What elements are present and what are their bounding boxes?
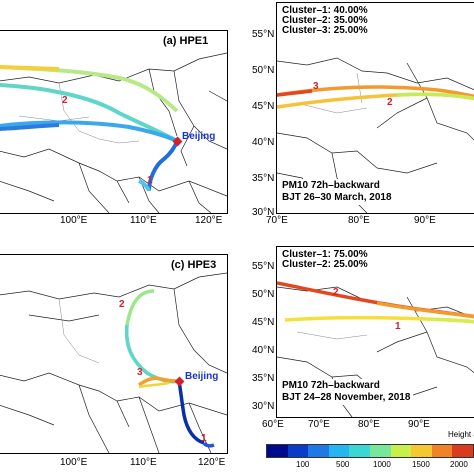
panel-b-ytick: 40°N (252, 137, 275, 148)
panel-b-map: Cluster–1: 40.00% Cluster–2: 35.00% Clus… (276, 2, 474, 214)
panel-b-cluster-2-label: 2 (387, 97, 393, 108)
panel-d-xtick: 90°E (408, 419, 430, 430)
colorbar-swatch (308, 445, 329, 457)
panel-c-map: (c) HPE3 2 3 1 Beijing (0, 254, 228, 454)
panel-b-cluster-legend: Cluster–1: 40.00% Cluster–2: 35.00% Clus… (279, 5, 371, 37)
panel-d-ytick: 45°N (252, 317, 275, 328)
panel-a-xtick: 110°E (130, 215, 157, 226)
panel-d-cluster-legend: Cluster–1: 75.00% Cluster–2: 25.00% (279, 249, 371, 271)
colorbar-swatch (328, 445, 350, 457)
panel-a-xtick: 120°E (195, 215, 223, 226)
colorbar-swatch (431, 445, 453, 457)
colorbar-swatch (452, 445, 473, 457)
panel-b-cluster-3-label: 3 (313, 81, 319, 92)
panel-d-cluster-2-label: 2 (333, 287, 339, 298)
panel-b-footnote-line2: BJT 26–30 March, 2018 (282, 192, 392, 203)
panel-c-title: (c) HPE3 (169, 259, 219, 271)
colorbar-swatch (267, 445, 288, 457)
panel-a-xtick: 100°E (60, 215, 88, 226)
panel-d-ytick: 40°N (252, 345, 275, 356)
cluster-2-share: Cluster–2: 35.00% (282, 15, 368, 26)
colorbar-tick: 1000 (373, 460, 391, 469)
colorbar-tick: 500 (336, 460, 350, 469)
colorbar: Height a 100 500 1000 1500 2000 (258, 430, 474, 474)
colorbar-tick: 100 (296, 460, 310, 469)
panel-c-cluster-1-label: 1 (201, 433, 207, 444)
panel-d-cluster-1-label: 1 (395, 321, 401, 332)
colorbar-swatch (369, 445, 391, 457)
panel-d-ytick: 35°N (252, 373, 275, 384)
colorbar-tick: 2000 (450, 460, 468, 469)
panel-b-footnote: PM10 72h–backward BJT 26–30 March, 2018 (279, 179, 395, 205)
panel-c-xtick: 110°E (130, 457, 157, 468)
panel-c-borders (0, 272, 227, 453)
panel-b-xtick: 80°E (348, 215, 370, 226)
colorbar-swatch (411, 445, 432, 457)
panel-a-title: (a) HPE1 (161, 35, 211, 47)
panel-c-beijing-label: Beijing (185, 371, 219, 382)
cluster-1-share: Cluster–1: 75.00% (282, 249, 368, 260)
panel-b-ytick: 30°N (252, 207, 275, 218)
colorbar-swatch (349, 445, 370, 457)
panel-a-map: (a) HPE1 2 1 Beijing (0, 30, 228, 214)
colorbar-swatch (390, 445, 412, 457)
cluster-3-share: Cluster–3: 25.00% (282, 25, 368, 36)
panel-b-footnote-line1: PM10 72h–backward (282, 180, 380, 191)
panel-c-xtick: 100°E (60, 457, 88, 468)
colorbar-strip (266, 444, 474, 458)
panel-c-cluster-3-label: 3 (137, 367, 143, 378)
panel-c-xtick: 120°E (198, 457, 226, 468)
panel-d-map: Cluster–1: 75.00% Cluster–2: 25.00% 2 1 … (276, 246, 474, 418)
colorbar-swatch (287, 445, 309, 457)
panel-d-ytick: 30°N (252, 401, 275, 412)
panel-d-ytick: 55°N (252, 261, 275, 272)
panel-d-footnote-line2: BJT 24–28 November, 2018 (282, 392, 411, 403)
panel-a-cluster-1-label: 1 (147, 175, 153, 186)
panel-d-ytick: 50°N (252, 289, 275, 300)
panel-d-footnote-line1: PM10 72h–backward (282, 380, 380, 391)
cluster-2-share: Cluster–2: 25.00% (282, 259, 368, 270)
panel-d-xtick: 80°E (358, 419, 380, 430)
colorbar-tick: 1500 (412, 460, 430, 469)
panel-a-cluster-2-label: 2 (62, 95, 68, 106)
colorbar-title: Height a (448, 430, 474, 439)
panel-b-ytick: 45°N (252, 101, 275, 112)
cluster-1-share: Cluster–1: 40.00% (282, 5, 368, 16)
panel-b-xtick: 70°E (266, 215, 288, 226)
panel-b-ytick: 35°N (252, 173, 275, 184)
panel-a-beijing-label: Beijing (182, 131, 216, 142)
panel-b-borders (277, 57, 474, 213)
panel-d-xtick: 70°E (308, 419, 330, 430)
panel-b-xtick: 90°E (414, 215, 436, 226)
panel-b-ytick: 55°N (252, 29, 275, 40)
panel-b-ytick: 50°N (252, 65, 275, 76)
panel-c-cluster-2-label: 2 (119, 299, 125, 310)
panel-d-xtick: 60°E (262, 419, 284, 430)
panel-a-borders (0, 52, 227, 213)
panel-d-footnote: PM10 72h–backward BJT 24–28 November, 20… (279, 379, 414, 405)
